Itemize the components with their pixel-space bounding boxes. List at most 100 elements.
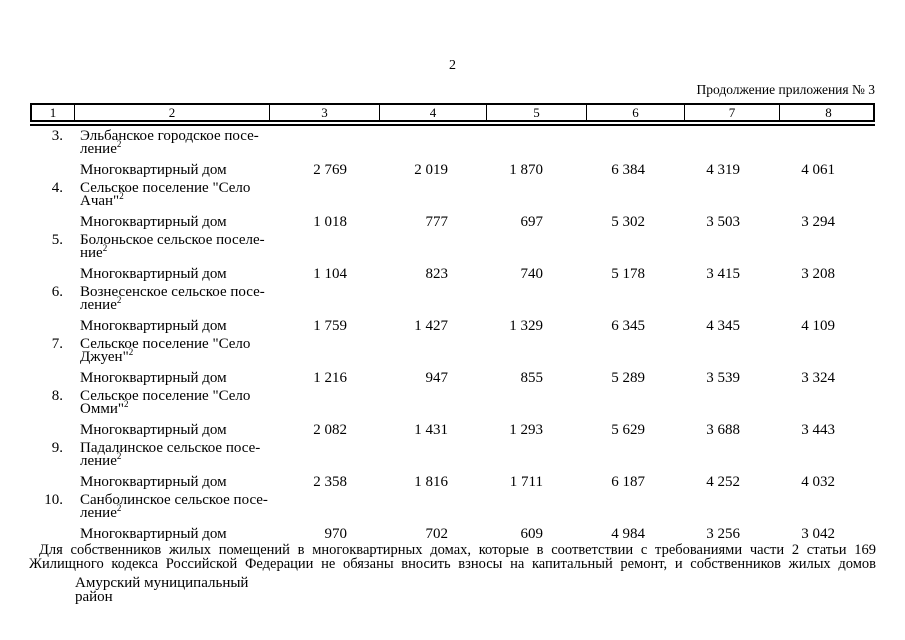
row-number: 4.: [51, 180, 63, 196]
value-cell: 4 252: [706, 474, 740, 490]
settlement-name: Сельское поселение "Село Омми"2: [73, 388, 268, 417]
value-cell: 3 042: [801, 526, 835, 542]
value-cell: 2 082: [313, 422, 347, 438]
empty-cell: [30, 215, 73, 229]
empty-cell: [30, 163, 73, 177]
table-header-row: 1 2 3 4 5 6 7 8: [30, 103, 875, 122]
settlement-footnote-mark: 2: [123, 399, 129, 409]
settlement-name-line1: Сельское поселение "Село: [80, 336, 251, 352]
value-cell: 970: [324, 526, 348, 542]
settlement-name: Сельское поселение "Село Ачан"2: [73, 181, 268, 209]
footnote-line2: Жилищного кодекса Российской Федерации н…: [29, 555, 876, 572]
value-cell: 1 870: [509, 162, 543, 178]
house-type-label: Многоквартирный дом: [80, 474, 227, 490]
row-number: 9.: [51, 440, 63, 456]
table-header-cell: 4: [380, 105, 487, 120]
house-type-row: Многоквартирный дом 2 358 1 816 1 711 6 …: [30, 468, 875, 490]
house-type-label: Многоквартирный дом: [80, 422, 227, 438]
settlement-name-line2: Омми": [80, 401, 124, 417]
settlement-name: Эльбанское городское посе- ление2: [73, 128, 268, 157]
house-type-label: Многоквартирный дом: [80, 526, 227, 542]
settlement-row: 5. Болоньское сельское поселе- ние2: [30, 230, 875, 261]
settlement-row: 10. Санболинское сельское посе- ление2: [30, 490, 875, 521]
house-type-label: Многоквартирный дом: [80, 370, 227, 386]
settlement-name: Болоньское сельское поселе- ние2: [73, 233, 268, 261]
value-cell: 702: [425, 526, 449, 542]
value-cell: 4 984: [611, 526, 645, 542]
settlement-name-line1: Сельское поселение "Село: [80, 388, 251, 404]
empty-cell: [30, 527, 73, 541]
settlement-name-line1: Падалинское сельское посе-: [80, 440, 261, 456]
house-type-row: Многоквартирный дом 970 702 609 4 984 3 …: [30, 520, 875, 542]
value-cell: 777: [425, 214, 449, 230]
settlement-footnote-mark: 2: [116, 451, 122, 461]
settlement-row: 7. Сельское поселение "Село Джуен"2: [30, 334, 875, 365]
value-cell: 5 289: [611, 370, 645, 386]
value-cell: 823: [425, 266, 449, 282]
value-cell: 609: [520, 526, 544, 542]
value-cell: 4 061: [801, 162, 835, 178]
value-cell: 947: [425, 370, 449, 386]
table-header-cell: 7: [685, 105, 780, 120]
value-cell: 1 759: [313, 318, 347, 334]
footnote-paragraph: Для собственников жилых помещений в мног…: [29, 542, 876, 572]
table-header-cell: 6: [587, 105, 685, 120]
value-cell: 5 302: [611, 214, 645, 230]
settlement-name-line2: ние: [80, 245, 103, 261]
settlement-name: Вознесенское сельское посе- ление2: [73, 284, 268, 313]
value-cell: 2 358: [313, 474, 347, 490]
settlement-row: 3. Эльбанское городское посе- ление2: [30, 126, 875, 157]
value-cell: 5 629: [611, 422, 645, 438]
house-type-row: Многоквартирный дом 1 018 777 697 5 302 …: [30, 208, 875, 230]
value-cell: 4 032: [801, 474, 835, 490]
settlement-footnote-mark: 2: [116, 295, 122, 305]
settlement-row: 9. Падалинское сельское посе- ление2: [30, 438, 875, 469]
table-body: 3. Эльбанское городское посе- ление2 Мно…: [30, 126, 875, 542]
settlement-name-line2: Джуен": [80, 349, 129, 365]
settlement-name-line2: ление: [80, 141, 117, 157]
value-cell: 3 503: [706, 214, 740, 230]
row-number: 5.: [51, 232, 63, 248]
footnote-line1: Для собственников жилых помещений в мног…: [39, 542, 876, 558]
row-number: 6.: [51, 284, 63, 300]
value-cell: 3 294: [801, 214, 835, 230]
settlement-row: 6. Вознесенское сельское посе- ление2: [30, 282, 875, 313]
value-cell: 2 769: [313, 162, 347, 178]
appendix-table: 1 2 3 4 5 6 7 8 3. Эльбанское городское …: [30, 103, 875, 542]
value-cell: 1 216: [313, 370, 347, 386]
house-type-label: Многоквартирный дом: [80, 318, 227, 334]
table-header-cell: 1: [32, 105, 75, 120]
settlement-name-line1: Эльбанское городское посе-: [80, 128, 259, 144]
house-type-row: Многоквартирный дом 2 082 1 431 1 293 5 …: [30, 416, 875, 438]
value-cell: 697: [520, 214, 544, 230]
settlement-footnote-mark: 2: [119, 191, 124, 201]
settlement-name: Сельское поселение "Село Джуен"2: [73, 336, 268, 365]
value-cell: 4 109: [801, 318, 835, 334]
value-cell: 6 187: [611, 474, 645, 490]
house-type-label: Многоквартирный дом: [80, 162, 227, 178]
value-cell: 3 324: [801, 370, 835, 386]
settlement-footnote-mark: 2: [128, 347, 134, 357]
value-cell: 3 208: [801, 266, 835, 282]
row-number: 10.: [44, 492, 63, 508]
empty-cell: [30, 267, 73, 281]
table-header-cell: 2: [75, 105, 270, 120]
value-cell: 4 319: [706, 162, 740, 178]
value-cell: 3 688: [706, 422, 740, 438]
empty-cell: [30, 423, 73, 437]
house-type-row: Многоквартирный дом 2 769 2 019 1 870 6 …: [30, 156, 875, 178]
row-number: 7.: [51, 336, 63, 352]
settlement-name: Санболинское сельское посе- ление2: [73, 493, 268, 521]
house-type-row: Многоквартирный дом 1 759 1 427 1 329 6 …: [30, 312, 875, 334]
house-type-row: Многоквартирный дом 1 104 823 740 5 178 …: [30, 260, 875, 282]
settlement-row: 8. Сельское поселение "Село Омми"2: [30, 386, 875, 417]
value-cell: 1 431: [414, 422, 448, 438]
row-number: 8.: [51, 388, 63, 404]
settlement-name-line1: Вознесенское сельское посе-: [80, 284, 265, 300]
value-cell: 740: [520, 266, 544, 282]
table-header-cell: 5: [487, 105, 587, 120]
house-type-row: Многоквартирный дом 1 216 947 855 5 289 …: [30, 364, 875, 386]
value-cell: 3 539: [706, 370, 740, 386]
table-header-cell: 3: [270, 105, 380, 120]
